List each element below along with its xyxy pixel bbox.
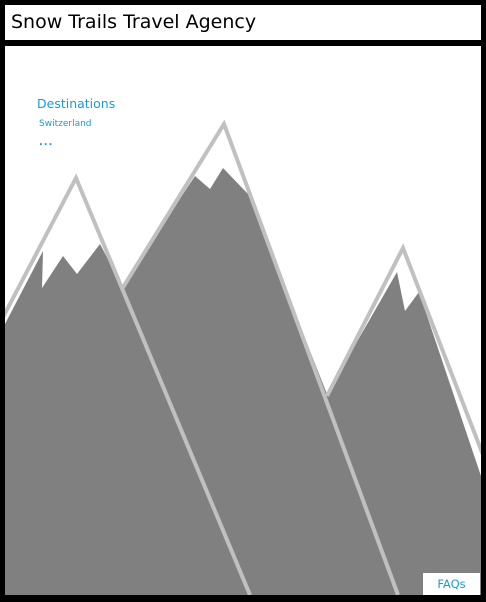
main-content: Destinations Switzerland ...: [5, 46, 481, 595]
left-peak-outline: [5, 173, 252, 595]
more-destinations-link[interactable]: ...: [39, 137, 54, 148]
destinations-list: Switzerland: [39, 118, 115, 130]
mountain-shapes: [5, 168, 481, 595]
mountain-outlines: [5, 119, 481, 595]
destinations-nav: Destinations Switzerland ...: [37, 96, 115, 149]
destinations-heading[interactable]: Destinations: [37, 96, 116, 111]
center-peak-outline: [120, 119, 400, 595]
site-title: Snow Trails Travel Agency: [11, 11, 257, 33]
right-peak-outline: [325, 243, 481, 456]
site-header: Snow Trails Travel Agency: [5, 5, 481, 40]
destination-link-switzerland[interactable]: Switzerland: [39, 119, 92, 129]
left-mountain: [5, 244, 122, 595]
faqs-link[interactable]: FAQs: [423, 573, 480, 595]
right-mountain: [327, 272, 481, 595]
mountain-illustration: [5, 119, 481, 595]
center-mountain: [122, 168, 327, 595]
